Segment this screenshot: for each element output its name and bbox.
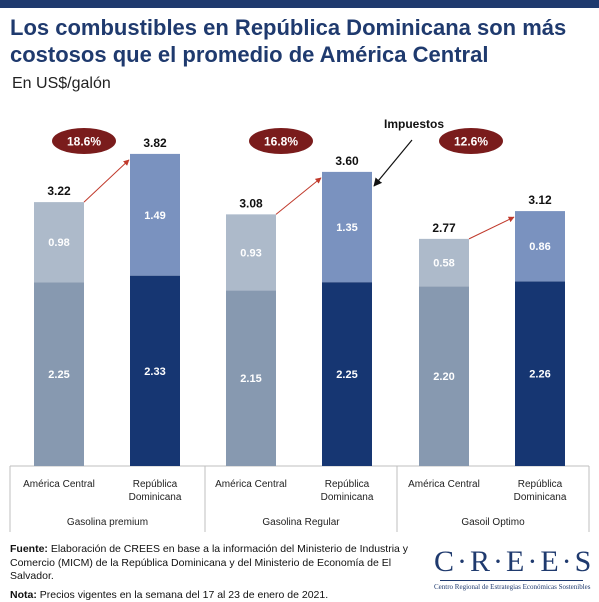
increase-arrow bbox=[84, 160, 129, 202]
bar-total-label: 3.08 bbox=[239, 196, 263, 210]
group-label: Gasoil Optimo bbox=[461, 517, 525, 528]
crees-logo: C·R·E·E·S Centro Regional de Estrategias… bbox=[434, 545, 589, 591]
group-label: Gasolina Regular bbox=[262, 517, 340, 528]
annotation-taxes-arrow bbox=[374, 140, 412, 186]
bar-tax-value-label: 1.35 bbox=[336, 222, 357, 234]
top-accent-bar bbox=[0, 0, 599, 8]
note-label: Nota: bbox=[10, 589, 37, 601]
bar-tax-value-label: 0.98 bbox=[48, 237, 69, 249]
annotation-taxes-label: Impuestos bbox=[384, 117, 444, 131]
bar-base-value-label: 2.20 bbox=[433, 371, 454, 383]
bar-tax-value-label: 1.49 bbox=[144, 210, 165, 222]
bar-tax-value-label: 0.93 bbox=[240, 247, 261, 259]
group-label: Gasolina premium bbox=[67, 517, 148, 528]
pct-diff-label: 12.6% bbox=[454, 135, 488, 149]
source-text: Elaboración de CREES en base a la inform… bbox=[10, 543, 408, 582]
bar-tax-value-label: 0.58 bbox=[433, 258, 454, 270]
category-label-line1: República bbox=[325, 479, 370, 490]
bar-base-value-label: 2.25 bbox=[336, 369, 357, 381]
logo-rule bbox=[440, 580, 583, 581]
bar-base-value-label: 2.26 bbox=[529, 369, 550, 381]
logo-tagline: Centro Regional de Estrategias Económica… bbox=[434, 583, 589, 591]
bar-total-label: 3.82 bbox=[143, 136, 167, 150]
increase-arrow bbox=[276, 178, 321, 214]
category-label-line1: República bbox=[133, 479, 178, 490]
bar-total-label: 3.12 bbox=[528, 193, 552, 207]
unit-label: En US$/galón bbox=[12, 75, 111, 93]
bar-base-value-label: 2.15 bbox=[240, 373, 261, 385]
increase-arrow bbox=[469, 217, 514, 239]
category-label-line2: Dominicana bbox=[514, 492, 567, 503]
pct-diff-label: 18.6% bbox=[67, 135, 101, 149]
category-label: América Central bbox=[23, 479, 95, 490]
category-label-line2: Dominicana bbox=[321, 492, 374, 503]
stacked-bar-chart: 2.25 0.98 3.22 América Central 2.33 1.49 3.82 R… bbox=[0, 100, 599, 537]
category-label: América Central bbox=[408, 479, 480, 490]
category-label-line2: Dominicana bbox=[129, 492, 182, 503]
category-label-line1: República bbox=[518, 479, 563, 490]
note-text: Precios vigentes en la semana del 17 al … bbox=[40, 589, 328, 601]
source-note: Fuente: Elaboración de CREES en base a l… bbox=[10, 543, 410, 584]
footer-notes: Fuente: Elaboración de CREES en base a l… bbox=[10, 543, 410, 602]
bar-base-value-label: 2.33 bbox=[144, 366, 165, 378]
bar-total-label: 2.77 bbox=[432, 221, 456, 235]
bar-base-value-label: 2.25 bbox=[48, 369, 69, 381]
logo-wordmark: C·R·E·E·S bbox=[434, 545, 589, 579]
pct-diff-label: 16.8% bbox=[264, 135, 298, 149]
source-label: Fuente: bbox=[10, 543, 48, 555]
bar-total-label: 3.22 bbox=[47, 184, 71, 198]
page-title: Los combustibles en República Dominicana… bbox=[10, 14, 595, 68]
bar-total-label: 3.60 bbox=[335, 154, 359, 168]
bar-tax-value-label: 0.86 bbox=[529, 241, 550, 253]
category-label: América Central bbox=[215, 479, 287, 490]
